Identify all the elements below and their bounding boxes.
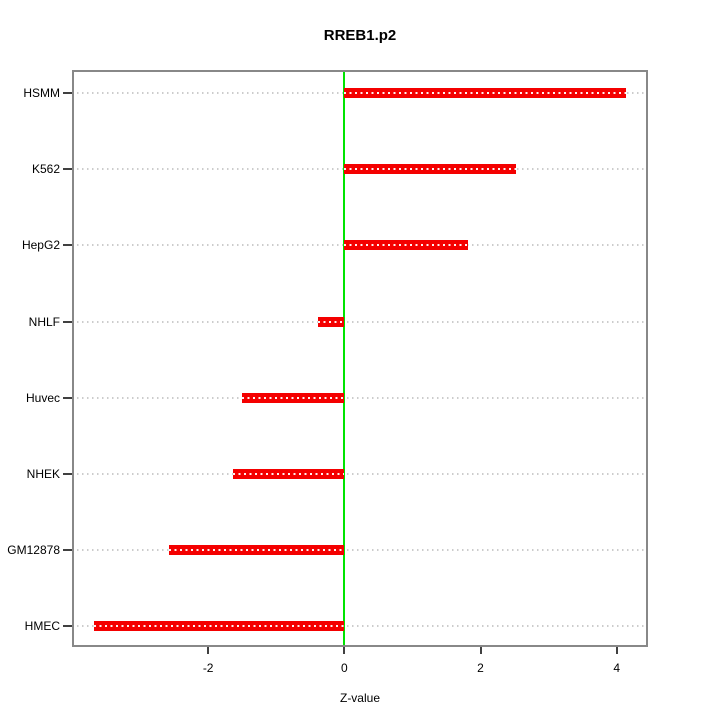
x-axis-title: Z-value — [339, 691, 380, 705]
x-axis-tick — [615, 647, 618, 654]
bar — [344, 164, 516, 175]
bar-dash-pattern — [168, 548, 345, 551]
bar-dash-pattern — [344, 92, 627, 95]
bar — [93, 620, 345, 631]
x-axis-tick — [207, 647, 210, 654]
x-axis-tick-label: 4 — [613, 661, 621, 675]
y-axis-label: HSMM — [23, 86, 60, 101]
y-axis-label: GM12878 — [7, 542, 60, 557]
zero-reference-line — [343, 70, 346, 647]
gridline — [72, 396, 648, 399]
y-axis-label: HMEC — [24, 618, 60, 633]
y-axis-label: NHLF — [28, 314, 60, 329]
gridline — [72, 548, 648, 551]
bar — [344, 240, 468, 251]
bar-dash-pattern — [344, 244, 468, 247]
bar-dash-pattern — [344, 168, 516, 171]
y-axis-tick — [63, 244, 72, 247]
plot-area — [72, 70, 648, 647]
x-axis-tick — [479, 647, 482, 654]
y-axis-label: K562 — [31, 162, 60, 177]
y-axis-tick — [63, 472, 72, 475]
y-axis-tick — [63, 396, 72, 399]
bar-dash-pattern — [317, 320, 345, 323]
y-axis-tick — [63, 320, 72, 323]
y-axis-tick — [63, 548, 72, 551]
y-axis-label: Huvec — [25, 390, 60, 405]
y-axis-tick — [63, 168, 72, 171]
bar-dash-pattern — [242, 396, 345, 399]
y-axis-label: HepG2 — [21, 238, 60, 253]
y-axis-tick — [63, 624, 72, 627]
bar — [317, 316, 345, 327]
bar-dash-pattern — [93, 624, 345, 627]
gridline — [72, 472, 648, 475]
x-axis-tick-label: 0 — [340, 661, 348, 675]
gridline — [72, 624, 648, 627]
bar — [344, 88, 627, 99]
y-axis-label: NHEK — [26, 466, 60, 481]
y-axis-tick — [63, 92, 72, 95]
bar-dash-pattern — [233, 472, 345, 475]
chart-title: RREB1.p2 — [323, 27, 397, 44]
x-axis-tick — [343, 647, 346, 654]
bar — [233, 468, 345, 479]
gridline — [72, 320, 648, 323]
x-axis-tick-label: -2 — [202, 661, 214, 675]
x-axis-tick-label: 2 — [477, 661, 484, 675]
bar — [242, 392, 345, 403]
bar — [168, 544, 345, 555]
